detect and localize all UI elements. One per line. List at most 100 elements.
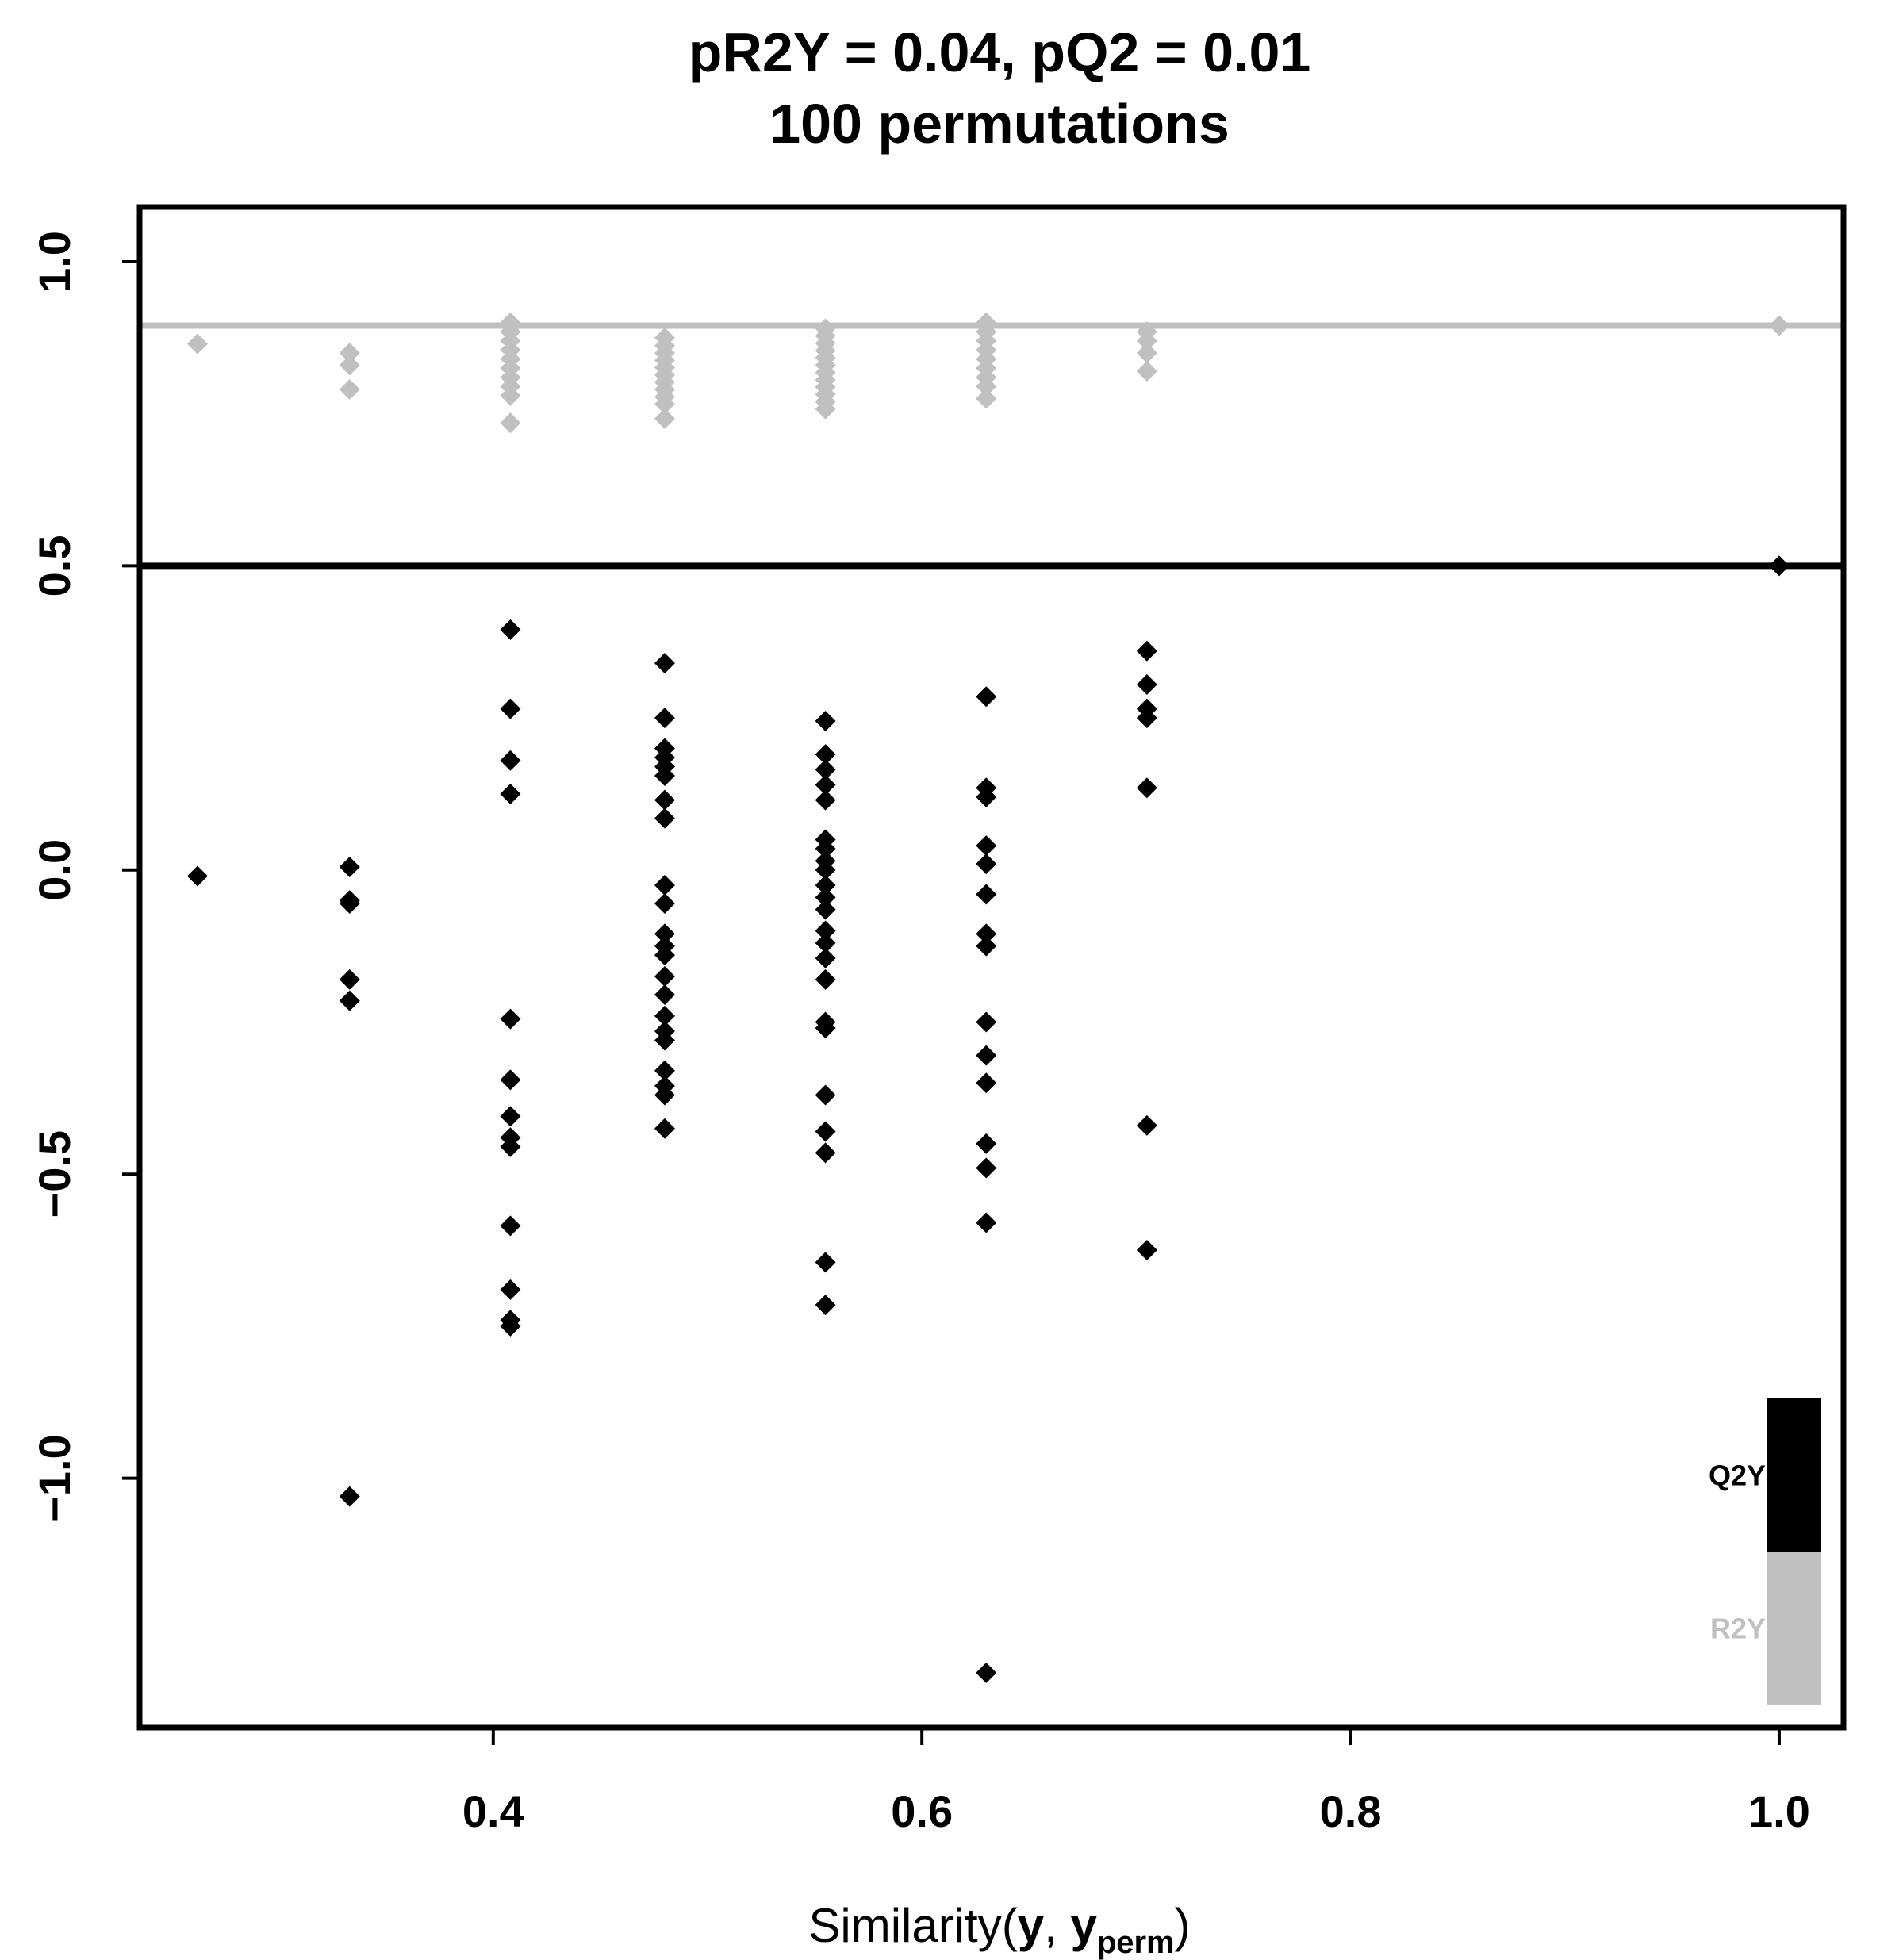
q2y-point [815, 920, 836, 942]
q2y-point [815, 947, 836, 968]
x-tick-label: 0.4 [462, 1786, 524, 1836]
y-tick-label: 0.5 [29, 535, 79, 596]
q2y-point [815, 1084, 836, 1106]
q2y-point [654, 789, 675, 811]
x-tick-label: 0.6 [891, 1786, 953, 1836]
q2y-point [654, 945, 675, 966]
q2y-point [815, 1295, 836, 1316]
q2y-point [1136, 708, 1157, 729]
q2y-point [339, 968, 360, 990]
chart-subtitle: 100 permutations [769, 93, 1230, 155]
x-tick-label: 0.8 [1320, 1786, 1382, 1836]
q2y-point [500, 750, 521, 771]
q2y-point [815, 838, 836, 859]
q2y-point [815, 759, 836, 781]
q2y-point [976, 1045, 997, 1066]
q2y-point [976, 835, 997, 857]
q2y-point [654, 807, 675, 829]
q2y-point [654, 765, 675, 786]
q2y-point [815, 1018, 836, 1039]
q2y-point [815, 874, 836, 896]
q2y-point [976, 1011, 997, 1033]
q2y-point [976, 853, 997, 875]
q2y-point [654, 923, 675, 945]
q2y-point [976, 1072, 997, 1094]
q2y-point [654, 984, 675, 1006]
q2y-point [815, 899, 836, 920]
q2y-point [815, 1121, 836, 1142]
y-axis: 1.0 0.5 0.0 −0.5 −1.0 [29, 231, 140, 1522]
r2y-point [339, 379, 360, 401]
q2y-point [1136, 673, 1157, 695]
x-axis-label: Similarity(y, yperm) [808, 1899, 1190, 1960]
q2y-point [976, 1157, 997, 1179]
q2y-point [500, 1279, 521, 1300]
q2y-point [500, 1008, 521, 1030]
q2y-point [500, 1315, 521, 1337]
q2y-point [500, 1215, 521, 1237]
q2y-point [500, 1106, 521, 1127]
q2y-legend-swatch [1767, 1398, 1821, 1552]
q2y-point [815, 1252, 836, 1273]
q2y-legend-label: Q2Y [1709, 1459, 1766, 1492]
plot-frame [136, 204, 1847, 1731]
q2y-point [500, 1069, 521, 1091]
q2y-point [815, 932, 836, 953]
q2y-point [976, 1662, 997, 1683]
q2y-point [654, 1060, 675, 1081]
y-tick-label: 0.0 [29, 839, 79, 901]
r2y-point [654, 408, 675, 429]
chart-title: pR2Y = 0.04, pQ2 = 0.01 [689, 21, 1311, 83]
q2y-point [654, 1084, 675, 1106]
r2y-point [500, 412, 521, 434]
r2y-point [1768, 315, 1790, 336]
q2y-point [339, 990, 360, 1011]
q2y-point [1136, 1114, 1157, 1136]
q2y-point [1768, 555, 1790, 577]
q2y-point [815, 887, 836, 908]
q2y-point [815, 710, 836, 731]
q2y-point [976, 1212, 997, 1233]
y-tick-label: −0.5 [29, 1130, 79, 1218]
r2y-point [1136, 343, 1157, 364]
x-tick-label: 1.0 [1748, 1786, 1810, 1836]
q2y-point [339, 1486, 360, 1507]
q2y-point [654, 892, 675, 914]
q2y-point [976, 923, 997, 945]
q2y-point [815, 1142, 836, 1164]
r2y-point [815, 398, 836, 420]
data-points [186, 312, 1790, 1683]
q2y-point [976, 935, 997, 957]
q2y-point [339, 856, 360, 877]
r2y-point [1136, 330, 1157, 351]
q2y-point [500, 619, 521, 640]
q2y-point [815, 968, 836, 990]
q2y-point [654, 966, 675, 988]
q2y-point [654, 653, 675, 674]
r2y-point [976, 376, 997, 397]
q2y-point [500, 698, 521, 719]
q2y-point [500, 1136, 521, 1157]
q2y-point [815, 774, 836, 796]
q2y-point [976, 884, 997, 905]
q2y-point [976, 686, 997, 708]
y-tick-label: 1.0 [29, 231, 79, 293]
r2y-point [654, 393, 675, 415]
q2y-point [815, 859, 836, 880]
r2y-legend-swatch [1767, 1552, 1821, 1705]
r2y-point [186, 333, 208, 355]
q2y-point [186, 865, 208, 887]
q2y-point [815, 744, 836, 765]
q2y-point [976, 1133, 997, 1154]
x-axis: 0.4 0.6 0.8 1.0 [462, 1728, 1810, 1836]
q2y-point [339, 892, 360, 914]
q2y-point [976, 786, 997, 807]
q2y-point [654, 708, 675, 729]
q2y-point [654, 1005, 675, 1026]
legend: Q2Y R2Y [1709, 1398, 1821, 1705]
q2y-point [1136, 640, 1157, 662]
q2y-point [1136, 1240, 1157, 1261]
r2y-point [976, 388, 997, 409]
r2y-point [339, 343, 360, 364]
r2y-point [339, 355, 360, 376]
